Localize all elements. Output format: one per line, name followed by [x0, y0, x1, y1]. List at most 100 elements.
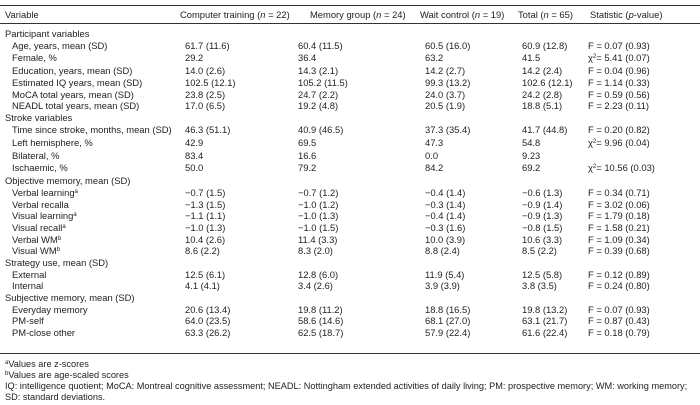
- table-row: PM-close other 63.3 (26.2) 62.5 (18.7) 57.9…: [0, 327, 700, 339]
- footnote-marker: a: [73, 212, 77, 219]
- footnote-text: IQ: intelligence quotient; MoCA: Montrea…: [5, 381, 688, 402]
- table-cell: 3.8 (3.5): [522, 280, 557, 292]
- statistic-value: F = 0.20 (0.82): [588, 123, 650, 135]
- table-cell: 14.2 (2.7): [425, 65, 466, 77]
- row-label-text: Internal: [12, 280, 44, 292]
- table-cell: 19.8 (13.2): [522, 303, 568, 315]
- statistic-cell: F = 0.20 (0.82): [588, 124, 650, 136]
- statistic-value: F = 1.14 (0.33): [588, 77, 650, 89]
- statistic-value: F = 0.34 (0.71): [588, 186, 650, 198]
- data-table: Variable Computer training (n = 22) Memory…: [0, 8, 700, 339]
- column-header: Statistic (p-value): [590, 8, 662, 22]
- table-cell: −0.7 (1.5): [185, 186, 226, 198]
- row-label: Bilateral, %: [12, 150, 59, 162]
- table-cell: 0.0: [425, 149, 439, 161]
- table-cell: −1.0 (1.2): [298, 198, 339, 210]
- table-cell: 62.5 (18.7): [298, 327, 344, 339]
- table-row: Verbal recalla −1.3 (1.5) −1.0 (1.2) −0.3 (…: [0, 199, 700, 211]
- table-cell: 12.8 (6.0): [298, 268, 339, 280]
- row-label-text: Bilateral, %: [12, 149, 60, 161]
- table-row: Visual recalla −1.0 (1.3) −1.0 (1.5) −0.3 (…: [0, 222, 700, 234]
- section-label: Stroke variables: [5, 112, 73, 124]
- statistic-cell: F = 0.24 (0.80): [588, 280, 650, 292]
- table-cell: −0.7 (1.2): [298, 186, 339, 198]
- header-text: Statistic (: [590, 9, 629, 20]
- table-cell: 12.5 (6.1): [185, 268, 226, 280]
- statistic-cell: F = 0.87 (0.43): [588, 315, 650, 327]
- statistic-value: F = 0.39 (0.68): [588, 245, 650, 257]
- table-row: Visual learninga −1.1 (1.1) −1.0 (1.3) −0.4…: [0, 210, 700, 222]
- table-row: Age, years, mean (SD) 61.7 (11.6) 60.4 (11…: [0, 40, 700, 52]
- statistic-value: F = 1.09 (0.34): [588, 233, 650, 245]
- statistic-cell: F = 0.18 (0.79): [588, 327, 650, 339]
- table-cell: −0.6 (1.3): [522, 186, 563, 198]
- statistic-cell: F = 1.58 (0.21): [588, 222, 650, 234]
- row-label-text: NEADL total years, mean (SD): [12, 100, 140, 112]
- row-label-text: Verbal recalla: [12, 198, 69, 210]
- header-variable: n: [543, 9, 549, 20]
- chi-symbol: χ: [588, 162, 593, 174]
- section-label: Subjective memory, mean (SD): [5, 292, 135, 304]
- row-label-text: PM-close other: [12, 327, 76, 339]
- footnotes: aValues are z-scores bValues are age-scal…: [5, 359, 695, 403]
- statistic-cell: F = 0.59 (0.56): [588, 89, 650, 101]
- row-label-text: Estimated IQ years, mean (SD): [12, 77, 143, 89]
- table-cell: 12.5 (5.8): [522, 268, 563, 280]
- statistic-value: F = 0.12 (0.89): [588, 268, 650, 280]
- header-row: Variable Computer training (n = 22) Memory…: [0, 8, 700, 22]
- row-label: MoCA total years, mean (SD): [12, 89, 134, 101]
- table-cell: 50.0: [185, 162, 204, 174]
- table-cell: −0.9 (1.3): [522, 210, 563, 222]
- chi-symbol: χ: [588, 52, 593, 64]
- table-cell: 9.23: [522, 149, 541, 161]
- statistic-cell: F = 0.07 (0.93): [588, 304, 650, 316]
- row-label: Estimated IQ years, mean (SD): [12, 77, 142, 89]
- statistic-value: F = 1.79 (0.18): [588, 210, 650, 222]
- table-row: Visual WMb 8.6 (2.2) 8.3 (2.0) 8.8 (2.4) 8.5…: [0, 245, 700, 257]
- table-cell: 19.2 (4.8): [298, 100, 339, 112]
- table-cell: 46.3 (51.1): [185, 123, 231, 135]
- section-label: Objective memory, mean (SD): [5, 175, 131, 187]
- table-cell: 64.0 (23.5): [185, 315, 231, 327]
- table-cell: 24.7 (2.2): [298, 88, 339, 100]
- table-row: Verbal WMb 10.4 (2.6) 11.4 (3.3) 10.0 (3.9)…: [0, 234, 700, 246]
- header-text: = 65): [548, 9, 573, 20]
- statistic-value: F = 0.07 (0.93): [588, 303, 650, 315]
- statistic-value: F = 0.59 (0.56): [588, 88, 650, 100]
- table-cell: 68.1 (27.0): [425, 315, 471, 327]
- table-cell: 24.2 (2.8): [522, 88, 563, 100]
- row-label: Verbal WMb: [12, 234, 61, 246]
- statistic-cell: F = 2.23 (0.11): [588, 100, 649, 112]
- table-cell: 69.5: [298, 136, 317, 148]
- section-header: Strategy use, mean (SD): [0, 257, 700, 269]
- table-cell: 41.5: [522, 52, 541, 64]
- table-row: External 12.5 (6.1) 12.8 (6.0) 11.9 (5.4) 12…: [0, 269, 700, 281]
- row-label-text: Time since stroke, months, mean (SD): [12, 123, 172, 135]
- header-variable: p: [628, 9, 634, 20]
- header-text: = 19): [480, 9, 505, 20]
- row-label: Visual recalla: [12, 222, 66, 234]
- table-cell: −0.4 (1.4): [425, 186, 466, 198]
- top-rule: [0, 5, 700, 6]
- row-label: Visual WMb: [12, 245, 60, 257]
- statistic-cell: χ2= 9.96 (0.04): [588, 136, 650, 150]
- row-label-text: Everyday memory: [12, 303, 88, 315]
- section-header: Participant variables: [0, 28, 700, 40]
- section-label: Strategy use, mean (SD): [5, 257, 109, 268]
- table-row: Estimated IQ years, mean (SD) 102.5 (12.1…: [0, 77, 700, 89]
- header-text: = 24): [381, 9, 406, 20]
- header-text: Total (: [518, 9, 544, 20]
- header-variable: n: [260, 9, 266, 20]
- row-label-text: Visual WM: [12, 245, 57, 257]
- header-text: Computer training (: [180, 9, 261, 20]
- footnote-marker: a: [74, 188, 78, 195]
- table-cell: −1.1 (1.1): [185, 210, 226, 222]
- statistic-value: F = 0.18 (0.79): [588, 327, 650, 339]
- footnote-text: Values are age-scaled scores: [8, 370, 129, 380]
- table-cell: −0.4 (1.4): [425, 210, 466, 222]
- row-label-text: Verbal learning: [12, 186, 75, 198]
- statistic-cell: F = 0.34 (0.71): [588, 187, 650, 199]
- column-header: Memory group (n = 24): [310, 8, 406, 22]
- table-cell: 36.4: [298, 52, 317, 64]
- footnote-marker: a: [5, 360, 9, 366]
